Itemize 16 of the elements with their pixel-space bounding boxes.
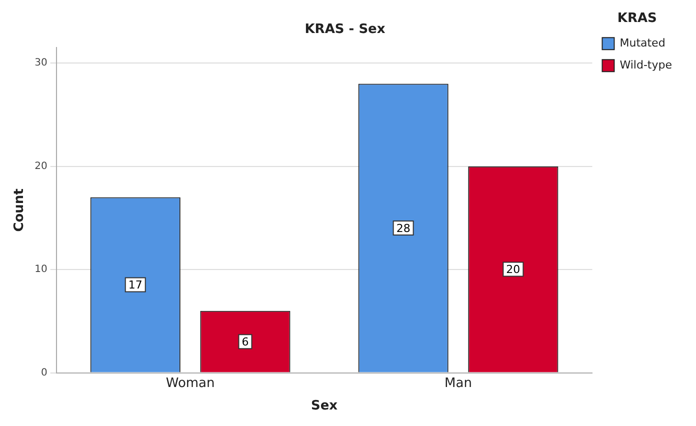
x-axis-title: Sex: [310, 398, 338, 414]
chart-title: KRAS - Sex: [304, 22, 386, 38]
data-label: 20: [506, 263, 520, 276]
x-tick-label: Woman: [166, 376, 215, 391]
y-tick-label: 10: [34, 264, 48, 276]
legend-title: KRAS: [617, 10, 657, 26]
y-tick-label: 20: [34, 160, 48, 172]
x-tick-label: Man: [444, 376, 472, 391]
data-label: 17: [128, 278, 142, 292]
data-label: 6: [242, 335, 249, 348]
legend-label: Mutated: [620, 36, 666, 50]
data-label: 28: [396, 222, 410, 235]
legend-label: Wild-type: [620, 58, 672, 72]
y-tick-label: 30: [34, 58, 48, 69]
y-axis-title: Count: [12, 188, 28, 232]
y-tick-label: 0: [40, 367, 48, 378]
